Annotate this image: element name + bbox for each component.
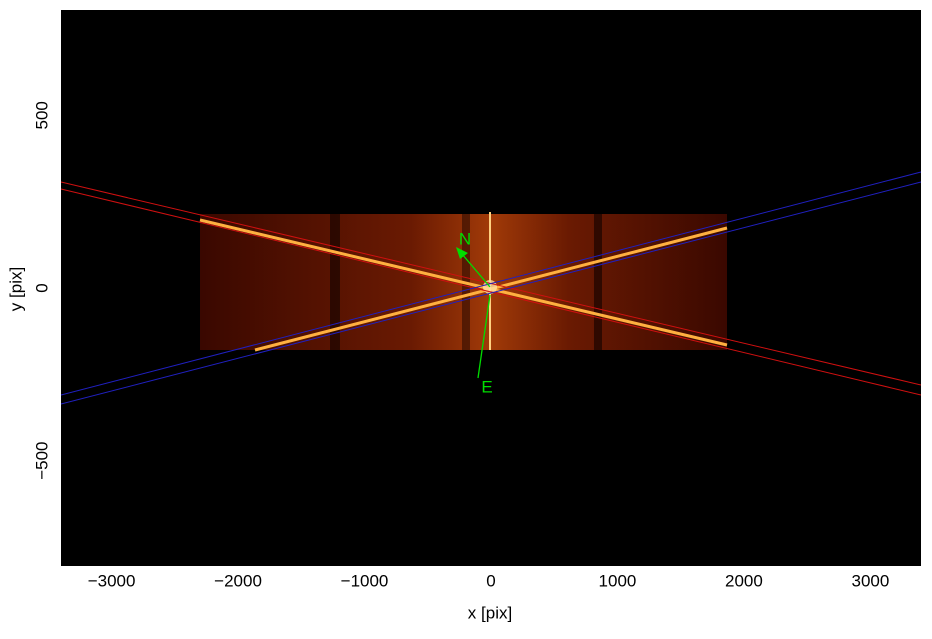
x-axis-label: x [pix]	[468, 603, 512, 622]
x-tick-label: 0	[486, 571, 495, 590]
dispersed-spectrum	[199, 218, 728, 347]
x-tick-label: −3000	[88, 571, 136, 590]
y-tick-label: −500	[32, 442, 51, 480]
annotation: N	[459, 229, 471, 248]
region-line	[61, 181, 921, 405]
region-line	[61, 171, 921, 396]
chip-gap	[594, 214, 602, 350]
x-tick-label: 1000	[599, 571, 637, 590]
x-tick-label: −1000	[341, 571, 389, 590]
chip-gap	[330, 214, 340, 350]
image: N E	[61, 10, 921, 566]
y-tick-label: 0	[32, 283, 51, 292]
annotation: E	[481, 377, 492, 396]
x-tick-label: −2000	[214, 571, 262, 590]
x-tick-label: 2000	[725, 571, 763, 590]
north-arrow	[461, 253, 491, 288]
y-axis-label: y [pix]	[6, 267, 25, 311]
x-tick-label: 3000	[851, 571, 889, 590]
north-arrowhead	[456, 247, 468, 259]
east-arrow	[477, 294, 491, 379]
region-line	[61, 188, 921, 396]
y-tick-label: 500	[32, 101, 51, 129]
